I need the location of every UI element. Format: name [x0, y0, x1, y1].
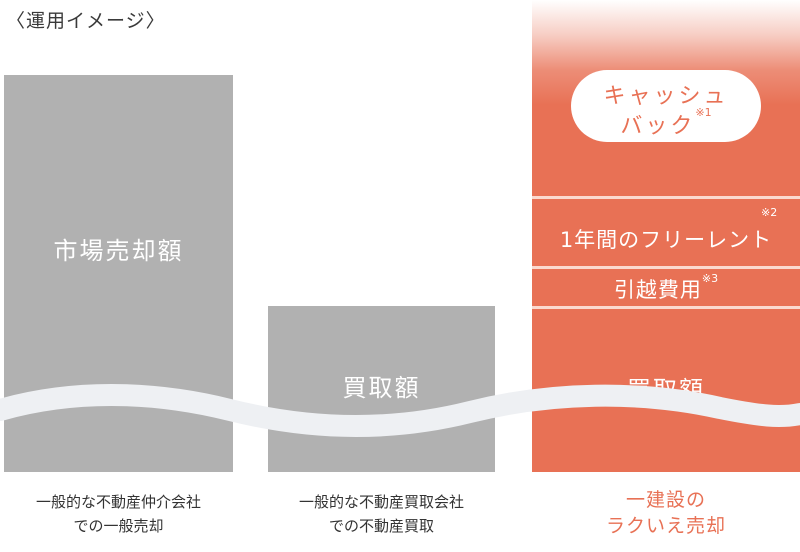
cashback-line1: キャッシュ — [603, 84, 729, 109]
free-rent-segment: 1年間のフリーレント — [532, 224, 800, 254]
purchase-price-bar: 買取額 — [268, 306, 495, 472]
purchase-price-label: 買取額 — [342, 374, 421, 402]
segment-divider — [532, 306, 800, 309]
plan-caption-line2: ラクいえ売却 — [605, 515, 726, 537]
purchase-price-caption-line1: 一般的な不動産買取会社 — [298, 493, 464, 511]
market-sale-caption-line1: 一般的な不動産仲介会社 — [35, 493, 201, 511]
market-sale-caption: 一般的な不動産仲介会社 での一般売却 — [4, 490, 233, 538]
purchase-price-caption-line2: での不動産買取 — [328, 517, 434, 535]
market-sale-label: 市場売却額 — [53, 237, 184, 265]
market-sale-caption-line2: での一般売却 — [73, 517, 164, 535]
cashback-pill: キャッシュ バック※1 — [571, 70, 761, 142]
plan-caption: 一建設の ラクいえ売却 — [532, 487, 800, 539]
cashback-line2: バック — [620, 114, 696, 139]
wave-break — [0, 384, 800, 437]
purchase-price-caption: 一般的な不動産買取会社 での不動産買取 — [268, 490, 495, 538]
free-rent-label: 1年間のフリーレント — [559, 228, 773, 252]
free-rent-note: ※2 — [761, 206, 778, 219]
cashback-line2-wrap: バック※1 — [571, 106, 761, 140]
moving-cost-note: ※3 — [701, 272, 719, 285]
cashback-note: ※1 — [695, 106, 712, 119]
segment-divider — [532, 266, 800, 269]
moving-cost-segment: 引越費用※3 — [532, 272, 800, 304]
moving-cost-label: 引越費用 — [613, 278, 702, 302]
plan-caption-line1: 一建設の — [625, 489, 706, 511]
segment-divider — [532, 196, 800, 199]
page-title: 〈運用イメージ〉 — [6, 10, 166, 32]
